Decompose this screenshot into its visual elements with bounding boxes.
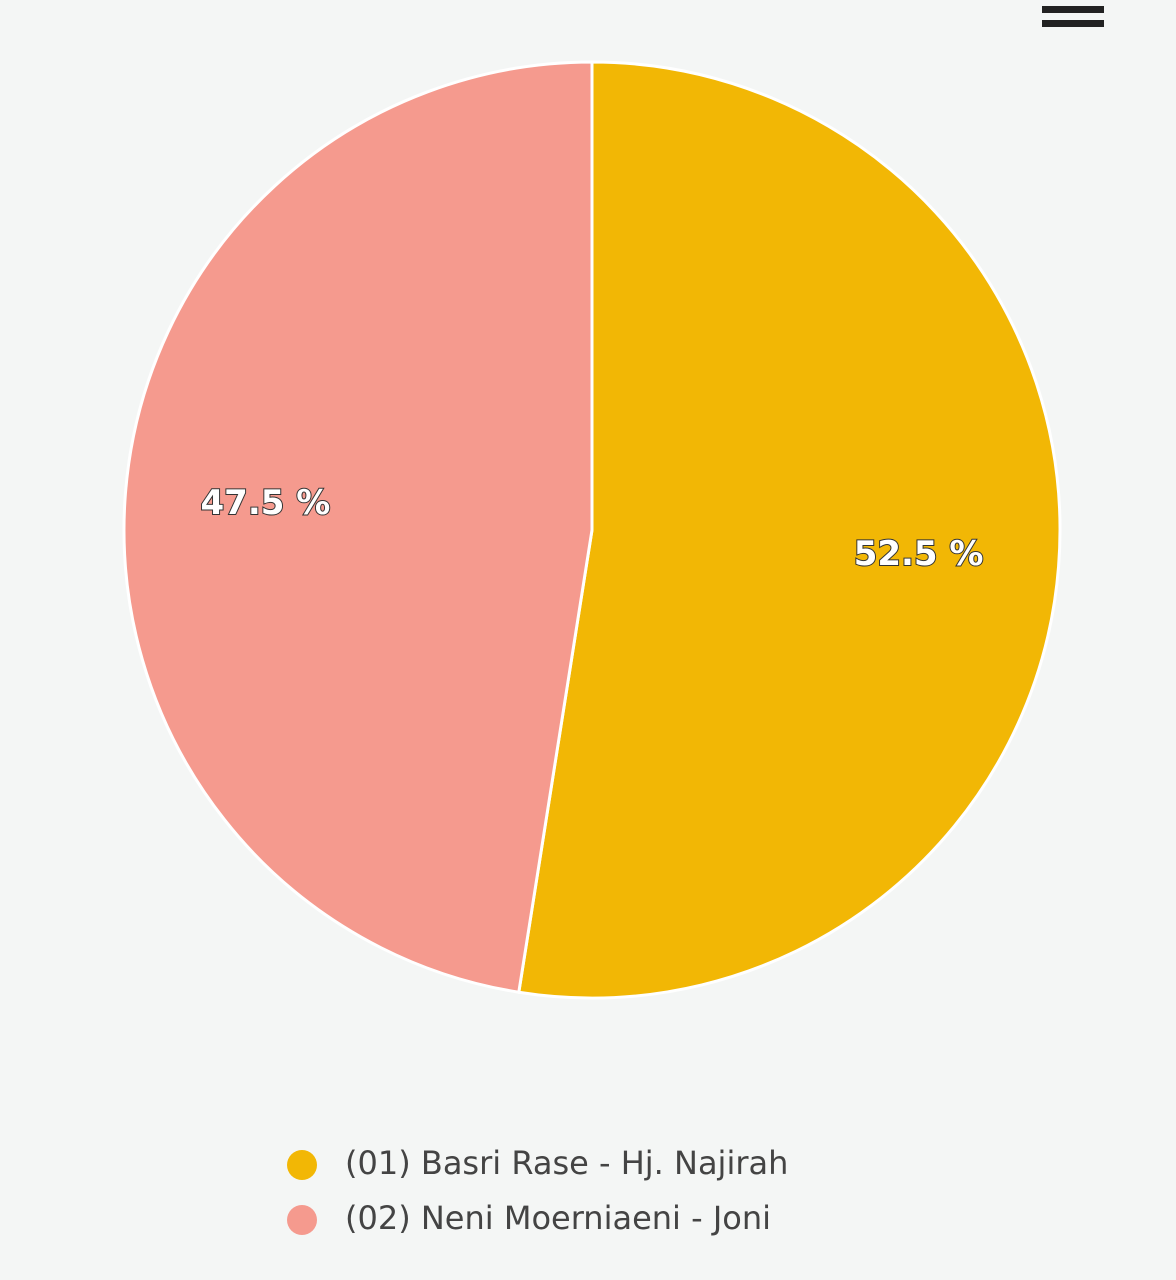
legend-swatch [287,1150,317,1180]
legend-swatch [287,1205,317,1235]
legend: (01) Basri Rase - Hj. Najirah (02) Neni M… [287,1144,788,1237]
value-label: 47.5 % [201,483,331,523]
menu-bar [1042,6,1104,13]
value-label: 52.5 % [854,534,984,574]
value-labels: 52.5 % 47.5 % [200,482,985,575]
legend-label: (02) Neni Moerniaeni - Joni [345,1199,771,1237]
menu-bar [1042,20,1104,27]
legend-item: (01) Basri Rase - Hj. Najirah [287,1144,788,1182]
pie [122,60,1062,1000]
legend-item: (02) Neni Moerniaeni - Joni [287,1199,771,1237]
pie-slice [517,60,1062,1000]
menu-button[interactable] [1042,6,1104,27]
legend-label: (01) Basri Rase - Hj. Najirah [345,1144,788,1182]
pie-slice [122,60,594,994]
